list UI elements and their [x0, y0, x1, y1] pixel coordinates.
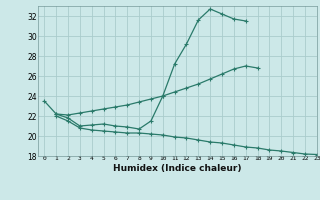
X-axis label: Humidex (Indice chaleur): Humidex (Indice chaleur) [113, 164, 242, 173]
